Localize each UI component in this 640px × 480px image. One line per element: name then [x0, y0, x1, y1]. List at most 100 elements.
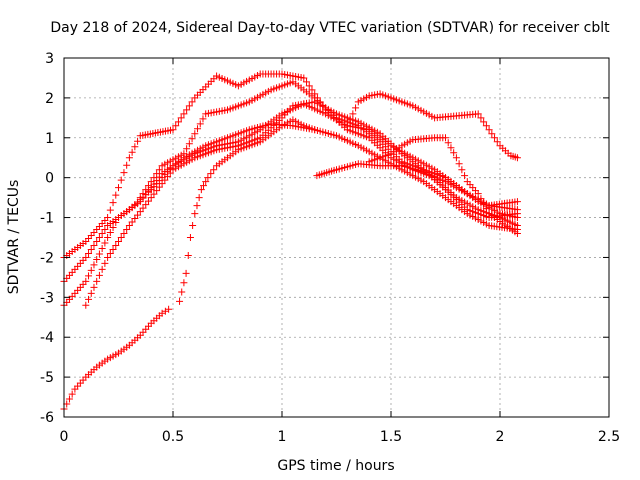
plus-marker	[184, 251, 192, 259]
plus-marker	[153, 170, 161, 178]
plus-marker	[202, 178, 210, 186]
y-tick-label: -3	[40, 290, 54, 306]
plus-marker	[104, 214, 112, 222]
series-track-6	[60, 305, 173, 413]
plus-marker	[480, 200, 488, 208]
plus-marker	[180, 279, 188, 287]
plus-marker	[195, 194, 203, 202]
x-axis-label: GPS time / hours	[277, 458, 394, 474]
plus-marker	[191, 130, 199, 138]
plus-marker	[112, 219, 120, 227]
plus-marker	[488, 130, 496, 138]
plus-marker	[513, 198, 521, 206]
plus-marker	[447, 144, 455, 152]
plus-marker	[182, 269, 190, 277]
plus-marker	[134, 137, 142, 145]
plus-marker	[82, 301, 90, 309]
plus-marker	[183, 145, 191, 153]
y-tick-label: 0	[45, 171, 54, 187]
plus-marker	[194, 125, 202, 133]
plus-marker	[480, 118, 488, 126]
plus-marker	[450, 149, 458, 157]
plus-marker	[485, 126, 493, 134]
plus-marker	[197, 186, 205, 194]
y-tick-label: -4	[40, 330, 54, 346]
plus-marker	[442, 134, 449, 142]
plus-marker	[93, 255, 101, 263]
plus-marker	[106, 249, 114, 257]
plus-marker	[98, 265, 106, 273]
plus-marker	[90, 261, 98, 269]
plus-marker	[482, 122, 490, 130]
plus-marker	[178, 288, 186, 296]
y-axis-label: SDTVAR / TECUs	[6, 180, 22, 295]
plus-marker	[93, 277, 101, 285]
plus-marker	[87, 245, 95, 253]
plus-marker	[513, 206, 521, 214]
plus-marker	[95, 250, 103, 258]
plus-marker	[458, 166, 466, 174]
plus-marker	[482, 205, 490, 213]
plus-marker	[95, 271, 103, 279]
plus-marker	[95, 234, 103, 241]
plus-marker	[115, 237, 122, 245]
plus-marker	[169, 126, 177, 134]
plus-marker	[68, 390, 76, 398]
plus-marker	[300, 74, 308, 82]
plus-marker	[452, 154, 460, 162]
plus-marker	[109, 199, 117, 207]
plus-marker	[112, 241, 120, 249]
plus-marker	[123, 161, 131, 169]
y-tick-label: 1	[45, 131, 54, 147]
plus-marker	[172, 122, 180, 130]
plus-marker	[165, 305, 173, 313]
plus-marker	[106, 206, 114, 214]
plus-marker	[115, 184, 122, 192]
plus-marker	[493, 138, 501, 146]
series-track-9	[343, 90, 521, 162]
plus-marker	[207, 170, 215, 178]
plus-marker	[131, 143, 139, 151]
plus-marker	[461, 172, 469, 180]
series-track-8	[313, 160, 521, 210]
plus-marker	[87, 289, 95, 297]
chart-title: Day 218 of 2024, Sidereal Day-to-day VTE…	[50, 20, 610, 36]
tick-labels: 0 0.5 1 1.5 2 2.5 -6 -5 -4 -3 -2 -1 0 1 2 3	[40, 51, 620, 445]
plus-marker	[117, 234, 125, 241]
y-tick-label: -2	[40, 250, 54, 266]
plus-marker	[128, 148, 136, 156]
plus-marker	[346, 116, 354, 124]
plus-marker	[311, 126, 319, 134]
plus-marker	[455, 160, 463, 168]
plus-marker	[180, 150, 188, 158]
plus-marker	[120, 230, 128, 238]
plus-marker	[174, 118, 182, 126]
plus-marker	[477, 114, 485, 122]
plot-frame	[63, 57, 610, 418]
y-tick-label: -6	[40, 410, 54, 426]
plus-marker	[444, 139, 452, 147]
series-track-10	[365, 134, 521, 238]
plus-marker	[180, 110, 188, 118]
plus-marker	[199, 115, 207, 123]
plus-marker	[120, 169, 128, 177]
plus-marker	[85, 249, 93, 257]
plus-marker	[513, 154, 521, 162]
plus-marker	[204, 174, 212, 182]
plus-marker	[101, 259, 109, 267]
plus-marker	[101, 226, 109, 234]
plus-marker	[125, 154, 133, 162]
plus-marker	[513, 230, 521, 238]
series-track-3	[60, 120, 521, 309]
x-tick-label: 2.5	[598, 429, 620, 445]
plus-marker	[109, 245, 117, 253]
plus-marker	[176, 297, 184, 305]
plus-marker	[98, 230, 106, 238]
plus-marker	[136, 194, 144, 202]
plus-marker	[104, 253, 112, 261]
plus-marker	[193, 202, 201, 210]
plus-marker	[477, 195, 485, 203]
plus-marker	[185, 102, 193, 110]
x-tick-label: 2	[496, 429, 505, 445]
